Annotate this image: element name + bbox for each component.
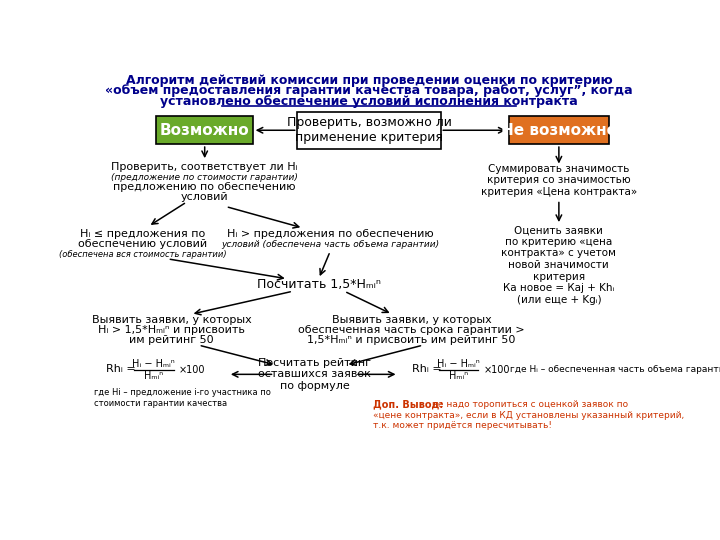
- Text: (предложение по стоимости гарантии): (предложение по стоимости гарантии): [112, 173, 298, 182]
- Text: т.к. может придётся пересчитывать!: т.к. может придётся пересчитывать!: [373, 421, 552, 430]
- Text: Посчитать 1,5*Hₘᵢⁿ: Посчитать 1,5*Hₘᵢⁿ: [257, 278, 381, 291]
- Text: обеспеченная часть срока гарантии >: обеспеченная часть срока гарантии >: [298, 326, 525, 335]
- Text: условий: условий: [181, 192, 228, 202]
- Text: «цене контракта», если в КД установлены указанный критерий,: «цене контракта», если в КД установлены …: [373, 410, 684, 420]
- Text: 1,5*Hₘᵢⁿ и присвоить им рейтинг 50: 1,5*Hₘᵢⁿ и присвоить им рейтинг 50: [307, 335, 516, 346]
- Text: ×100: ×100: [484, 364, 510, 375]
- Text: Rhᵢ =: Rhᵢ =: [412, 364, 441, 374]
- Text: Возможно: Возможно: [160, 123, 250, 138]
- Text: Hᵢ ≤ предложения по: Hᵢ ≤ предложения по: [80, 229, 205, 239]
- Text: Hₘᵢⁿ: Hₘᵢⁿ: [449, 371, 468, 381]
- Text: условий (обеспечена часть объема гарантии): условий (обеспечена часть объема гаранти…: [221, 240, 439, 249]
- Text: Hₘᵢⁿ: Hₘᵢⁿ: [144, 371, 163, 381]
- Text: Выявить заявки, у которых: Выявить заявки, у которых: [91, 315, 251, 326]
- Text: где Hᵢ – обеспеченная часть объема гарантии: где Hᵢ – обеспеченная часть объема гаран…: [507, 365, 720, 374]
- Text: Не возможно: Не возможно: [501, 123, 617, 138]
- Text: где Hi – предложение i-го участника по
стоимости гарантии качества: где Hi – предложение i-го участника по с…: [94, 388, 271, 408]
- FancyBboxPatch shape: [508, 117, 609, 144]
- Text: Проверить, возможно ли
применение критерия: Проверить, возможно ли применение критер…: [287, 116, 451, 144]
- Text: Hᵢ > предложения по обеспечению: Hᵢ > предложения по обеспечению: [227, 229, 433, 239]
- Text: Посчитать рейтинг
оставшихся заявок
по формуле: Посчитать рейтинг оставшихся заявок по ф…: [258, 357, 372, 391]
- FancyBboxPatch shape: [156, 117, 253, 144]
- Text: Hᵢ > 1,5*Hₘᵢⁿ и присвоить: Hᵢ > 1,5*Hₘᵢⁿ и присвоить: [98, 326, 245, 335]
- Text: не надо торопиться с оценкой заявок по: не надо торопиться с оценкой заявок по: [428, 400, 628, 409]
- Text: Hᵢ − Hₘᵢⁿ: Hᵢ − Hₘᵢⁿ: [132, 359, 175, 369]
- Text: (обеспечена вся стоимость гарантии): (обеспечена вся стоимость гарантии): [59, 249, 227, 259]
- Text: Суммировать значимость
критерия со значимостью
критерия «Цена контракта»: Суммировать значимость критерия со значи…: [481, 164, 637, 197]
- Text: Оценить заявки
по критерию «цена
контракта» с учетом
новой значимости
критерия
К: Оценить заявки по критерию «цена контрак…: [501, 225, 616, 305]
- Text: Выявить заявки, у которых: Выявить заявки, у которых: [332, 315, 492, 326]
- Text: Rhᵢ =: Rhᵢ =: [106, 364, 135, 374]
- FancyBboxPatch shape: [297, 112, 441, 149]
- Text: предложению по обеспечению: предложению по обеспечению: [114, 182, 296, 192]
- Text: им рейтинг 50: им рейтинг 50: [129, 335, 214, 346]
- Text: установлено обеспечение условий исполнения контракта: установлено обеспечение условий исполнен…: [160, 95, 578, 108]
- Text: Доп. Вывод:: Доп. Вывод:: [373, 400, 443, 410]
- Text: Алгоритм действий комиссии при проведении оценки по критерию: Алгоритм действий комиссии при проведени…: [125, 73, 613, 87]
- Text: Hᵢ − Hₘᵢⁿ: Hᵢ − Hₘᵢⁿ: [437, 359, 480, 369]
- Text: обеспечению условий: обеспечению условий: [78, 239, 207, 249]
- Text: «объем предоставления гарантии качества товара, работ, услуг”, когда: «объем предоставления гарантии качества …: [105, 84, 633, 98]
- Text: ×100: ×100: [179, 364, 206, 375]
- Text: Проверить, соответствует ли Hᵢ: Проверить, соответствует ли Hᵢ: [112, 162, 298, 172]
